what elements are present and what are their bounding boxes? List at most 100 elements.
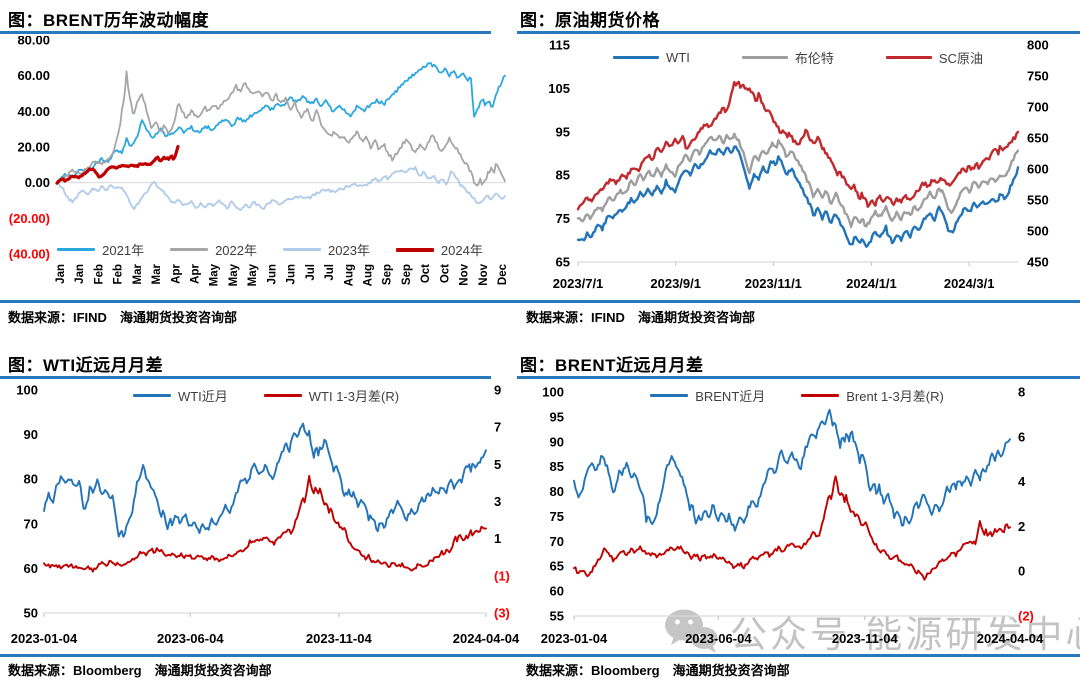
svg-text:60.00: 60.00 [17,68,50,83]
svg-text:65: 65 [556,255,570,270]
legend-item: SC原油 [885,48,983,67]
svg-text:Apr: Apr [170,263,182,283]
series-2024年 [55,144,180,185]
series-BRENT近月 [573,408,1011,532]
svg-text:8: 8 [1018,385,1025,400]
svg-text:85: 85 [550,459,564,474]
panel-title-crude-futures-price: 图：原油期货价格 [520,11,660,30]
legend-line-swatch [283,248,321,251]
watermark: 公众号·能源研发中心 [664,604,1080,658]
legend-label: 2021年 [102,243,145,258]
svg-text:Nov: Nov [478,263,490,285]
series-2021年 [56,62,506,183]
svg-text:800: 800 [1027,38,1049,53]
svg-text:80.00: 80.00 [17,36,50,48]
legend-line-swatch [613,56,660,59]
legend-line-swatch [132,394,171,397]
data-source: 数据来源：Bloomberg 海通期货投资咨询部 [8,663,272,678]
legend-label: 2023年 [328,243,370,258]
svg-text:Aug: Aug [362,264,374,286]
section-divider [0,300,1080,303]
brent-spread-chart: 100 95 90 85 80 75 70 65 60 55 8 6 4 2 0 (2) 2023-01-04 2… [541,385,1044,647]
legend-line-swatch [57,248,96,251]
title-underline [517,31,1080,34]
svg-text:2024-04-04: 2024-04-04 [453,631,520,646]
svg-text:550: 550 [1027,193,1049,208]
svg-text:Jan: Jan [55,264,67,284]
svg-text:Oct: Oct [439,264,451,283]
series-WTI 1-3月差(R) [43,474,487,573]
legend-label: 2024年 [440,243,483,258]
series-Brent 1-3月差(R) [573,475,1011,581]
svg-text:500: 500 [1027,224,1049,239]
svg-text:Jul: Jul [305,264,317,281]
svg-text:Sep: Sep [401,264,413,285]
svg-text:600: 600 [1027,162,1049,177]
panel-title-wti-spread: 图：WTI近远月月差 [8,356,164,375]
legend-item: 2021年 [57,240,144,259]
svg-text:(1): (1) [494,568,510,583]
legend-label: WTI [666,50,690,65]
data-source: 数据来源：IFIND 海通期货投资咨询部 [526,310,755,325]
svg-text:2023-11-04: 2023-11-04 [832,631,899,646]
svg-text:3: 3 [494,494,501,509]
svg-text:65: 65 [550,559,564,574]
legend-item: 2024年 [395,240,483,259]
svg-text:Aug: Aug [343,264,355,286]
title-underline [517,376,1080,379]
crude-futures-price-chart: 115 105 95 85 75 65 800 750 700 650 600 550 500 450 20… [548,38,1049,292]
legend-crude-futures-price: WTI 布伦特 SC原油 [560,48,1036,67]
legend-line-swatch [395,247,434,252]
svg-text:(2): (2) [1018,609,1034,624]
svg-text:115: 115 [549,38,570,53]
svg-text:90: 90 [550,434,564,449]
svg-text:(20.00): (20.00) [9,211,50,226]
title-underline [0,376,491,379]
brent-volatility-chart: 80.00 60.00 40.00 20.00 0.00 (20.00) (40.00) Ja… [9,36,509,286]
svg-text:70: 70 [24,516,38,531]
svg-text:Dec: Dec [497,263,509,285]
legend-item: Brent 1-3月差(R) [801,386,944,405]
svg-text:95: 95 [550,409,564,424]
svg-text:650: 650 [1027,131,1049,146]
svg-text:2024-04-04: 2024-04-04 [977,631,1044,646]
legend-item: 2022年 [170,240,257,259]
svg-text:70: 70 [550,534,564,549]
svg-text:60: 60 [24,561,38,576]
svg-text:May: May [209,263,221,286]
svg-text:6: 6 [1018,429,1025,444]
svg-text:50: 50 [24,606,38,621]
svg-text:55: 55 [550,609,564,624]
legend-label: WTI近月 [177,389,228,404]
panel-title-brent-spread: 图：BRENT近远月月差 [520,356,704,375]
svg-text:Jan: Jan [74,264,86,284]
svg-text:105: 105 [548,81,570,96]
legend-item: 布伦特 [741,48,834,67]
svg-text:7: 7 [494,420,501,435]
svg-text:450: 450 [1027,255,1049,270]
svg-text:100: 100 [542,385,564,400]
legend-line-swatch [801,394,840,397]
legend-label: BRENT近月 [695,389,766,404]
series-SC原油 [576,80,1020,211]
svg-text:80: 80 [24,472,38,487]
svg-text:9: 9 [494,383,501,398]
series-2022年 [56,70,506,187]
svg-text:2023/9/1: 2023/9/1 [650,276,701,291]
wti-spread-chart: 100 90 80 70 60 50 9 7 5 3 1 (1) (3) 2023-01-04 2023-0… [11,383,520,647]
svg-text:0: 0 [1018,564,1025,579]
svg-text:2023/7/1: 2023/7/1 [553,276,604,291]
svg-text:700: 700 [1027,100,1049,115]
data-source: 数据来源：Bloomberg 海通期货投资咨询部 [526,663,790,678]
svg-text:Sep: Sep [382,264,394,285]
svg-text:2: 2 [1018,519,1025,534]
svg-text:2024/3/1: 2024/3/1 [944,276,995,291]
wechat-icon [665,609,718,653]
svg-text:85: 85 [556,168,570,183]
series-布伦特 [576,132,1020,229]
svg-text:Jul: Jul [324,264,336,281]
legend-label: WTI 1-3月差(R) [308,389,400,404]
legend-line-swatch [170,248,209,251]
svg-text:95: 95 [556,124,570,139]
legend-brent-volatility: 2021年 2022年 2023年 2024年 [30,240,510,259]
